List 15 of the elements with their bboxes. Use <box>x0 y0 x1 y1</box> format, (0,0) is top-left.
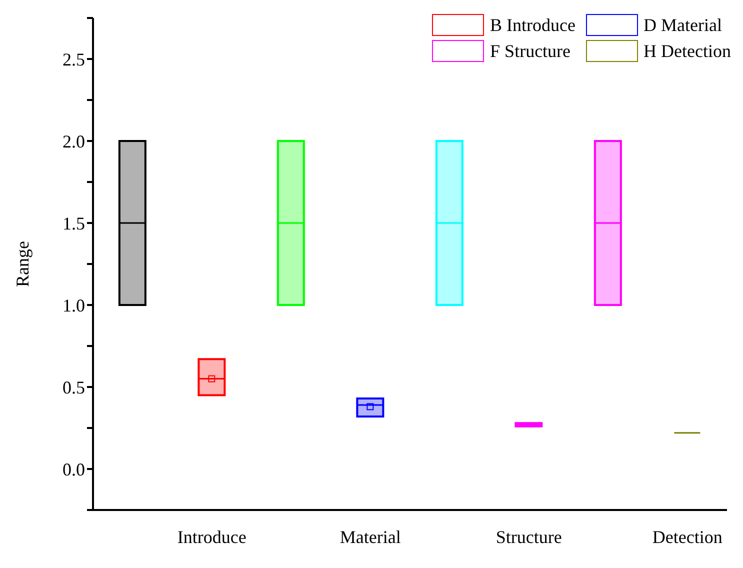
x-tick-label: Introduce <box>177 526 246 547</box>
y-axis-title: Range <box>12 240 32 287</box>
legend-label: F Structure <box>490 40 571 62</box>
y-tick-label: 1.0 <box>62 295 85 316</box>
y-tick-label: 2.0 <box>62 131 85 152</box>
x-tick-label: Structure <box>496 526 562 547</box>
legend-label: B Introduce <box>490 14 576 36</box>
y-tick-label: 2.5 <box>62 49 85 70</box>
y-tick-label: 0.0 <box>62 459 85 480</box>
y-tick-label: 0.5 <box>62 377 85 398</box>
x-tick-label: Detection <box>652 526 722 547</box>
y-tick-label: 1.5 <box>62 213 85 234</box>
x-tick-label: Material <box>340 526 401 547</box>
legend-label: D Material <box>644 14 722 36</box>
legend-label: H Detection <box>644 40 731 62</box>
